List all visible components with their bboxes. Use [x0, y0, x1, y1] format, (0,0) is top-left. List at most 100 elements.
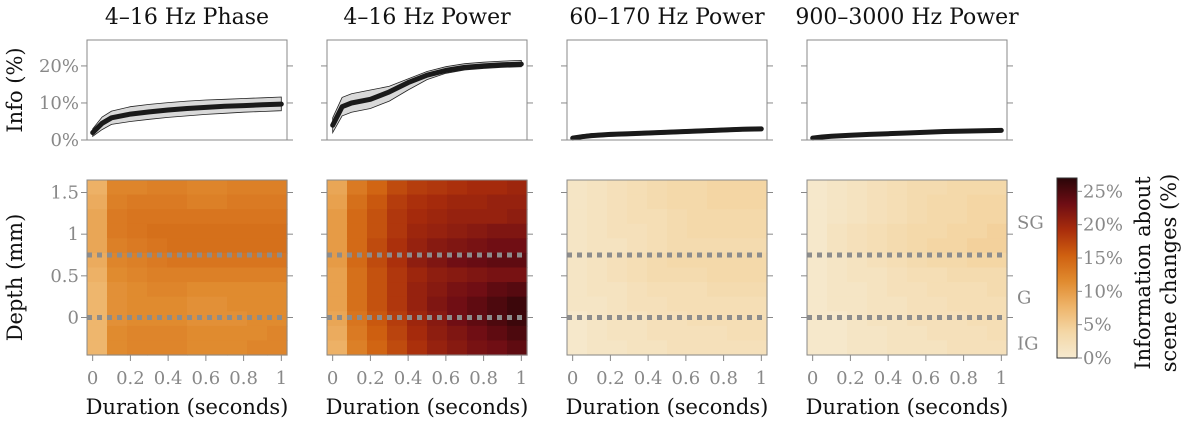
heatmap-cell — [147, 267, 168, 283]
x-tick-label: 0.6 — [432, 368, 461, 389]
heatmap-cell — [887, 340, 908, 356]
heatmap-cell — [87, 238, 108, 254]
heatmap-panel-3: 0 0.2 0.4 0.6 0.8 1 Duration (seconds) — [561, 179, 773, 419]
heatmap-cell — [487, 252, 508, 269]
colorbar-tick-label: 5% — [1083, 315, 1112, 336]
heatmap-cell — [687, 209, 708, 225]
x-axis-label: Duration (seconds) — [566, 395, 769, 419]
heatmap-cell — [127, 340, 148, 356]
heatmap-cell — [127, 282, 148, 298]
heatmap-cell — [867, 223, 888, 239]
heatmap-cell — [267, 340, 288, 356]
heatmap-cell — [967, 267, 988, 283]
heatmap-cell — [407, 296, 428, 312]
heatmap-cell — [707, 238, 728, 254]
y-tick-label: 0% — [50, 130, 79, 151]
heatmap-cell — [587, 194, 608, 210]
heatmap-cell — [847, 209, 868, 225]
heatmap-cell — [247, 209, 268, 225]
heatmap-cell — [407, 238, 428, 254]
heatmap-cell — [567, 282, 588, 298]
heatmap-cell — [347, 282, 368, 298]
heatmap-cell — [227, 238, 248, 254]
heatmap-cell — [607, 223, 628, 239]
x-tick-label: 0 — [87, 368, 98, 389]
heatmap-cell — [687, 325, 708, 342]
heatmap-cell — [147, 194, 168, 210]
heatmap-cell — [927, 340, 948, 356]
heatmap-cell — [247, 252, 268, 269]
heatmap-cell — [747, 223, 768, 239]
heatmap-cell — [807, 223, 828, 239]
heatmap-cell — [567, 340, 588, 356]
heatmap-cell — [727, 282, 748, 298]
heatmap-cell — [227, 223, 248, 239]
heatmap-cell — [747, 282, 768, 298]
heatmap-cell — [507, 223, 528, 239]
heatmap-cell — [807, 252, 828, 269]
heatmap-cell — [947, 238, 968, 254]
heatmap-cell — [827, 325, 848, 342]
heatmap-cell — [267, 223, 288, 239]
heatmap-cell — [347, 325, 368, 342]
heatmap-cell — [487, 223, 508, 239]
heatmap-cell — [607, 180, 628, 196]
heatmap-cell — [127, 267, 148, 283]
heatmap-cell — [727, 238, 748, 254]
heatmap-cell — [587, 223, 608, 239]
heatmap-cell — [427, 180, 448, 196]
heatmap-cell — [587, 282, 608, 298]
heatmap-cell — [87, 180, 108, 196]
heatmap-panel-4: 0 0.2 0.4 0.6 0.8 1 Duration (seconds) — [801, 179, 1013, 419]
heatmap-cell — [447, 340, 468, 356]
heatmap-cell — [347, 267, 368, 283]
info-panel-frame — [566, 39, 768, 141]
panel-title: 900–3000 Hz Power — [795, 5, 1019, 30]
heatmap-cell — [167, 180, 188, 196]
heatmap-cell — [267, 238, 288, 254]
heatmap-cell — [227, 209, 248, 225]
x-tick-label: 0.8 — [469, 368, 498, 389]
heatmap-cell — [947, 340, 968, 356]
heatmap-cell — [947, 209, 968, 225]
heatmap-cell — [327, 296, 348, 312]
heatmap-cell — [447, 209, 468, 225]
heatmap-cell — [367, 282, 388, 298]
heatmap-cell — [187, 180, 208, 196]
heatmap-cell — [947, 180, 968, 196]
heatmap-cell — [667, 223, 688, 239]
heatmap-cell — [227, 340, 248, 356]
heatmap-cell — [947, 194, 968, 210]
heatmap-cell — [327, 209, 348, 225]
heatmap-cell — [387, 325, 408, 342]
heatmap-cell — [967, 209, 988, 225]
heatmap-cell — [987, 194, 1008, 210]
heatmap-cell — [427, 282, 448, 298]
heatmap-cell — [627, 296, 648, 312]
info-panel-1: 4–16 Hz Phase 0% 10% 20% — [39, 5, 293, 151]
heatmap-cell — [467, 340, 488, 356]
heatmap-cell — [687, 180, 708, 196]
heatmap-cell — [567, 325, 588, 342]
x-tick-label: 0 — [807, 368, 818, 389]
heatmap-cell — [907, 296, 928, 312]
heatmap-cell — [647, 325, 668, 342]
heatmap-cell — [487, 296, 508, 312]
heatmap-cell — [807, 267, 828, 283]
heatmap-cell — [487, 325, 508, 342]
heatmap-cell — [367, 238, 388, 254]
heatmap-cell — [407, 194, 428, 210]
heatmap-cell — [707, 180, 728, 196]
heatmap-cell — [747, 296, 768, 312]
heatmap-cell — [407, 340, 428, 356]
x-tick-label: 0.2 — [356, 368, 385, 389]
heatmap-cell — [407, 180, 428, 196]
heatmap-cell — [907, 252, 928, 269]
heatmap-cell — [747, 180, 768, 196]
heatmap-cell — [607, 238, 628, 254]
colorbar: 0% 5% 10% 15% 20% 25% Information aboutscene c… — [1056, 174, 1181, 372]
heatmap-cell — [387, 252, 408, 269]
top-y-axis-label: Info (%) — [3, 47, 27, 132]
heatmap-cell — [847, 238, 868, 254]
